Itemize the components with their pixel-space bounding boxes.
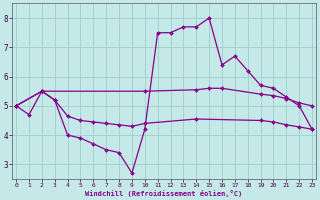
X-axis label: Windchill (Refroidissement éolien,°C): Windchill (Refroidissement éolien,°C) [85, 190, 243, 197]
